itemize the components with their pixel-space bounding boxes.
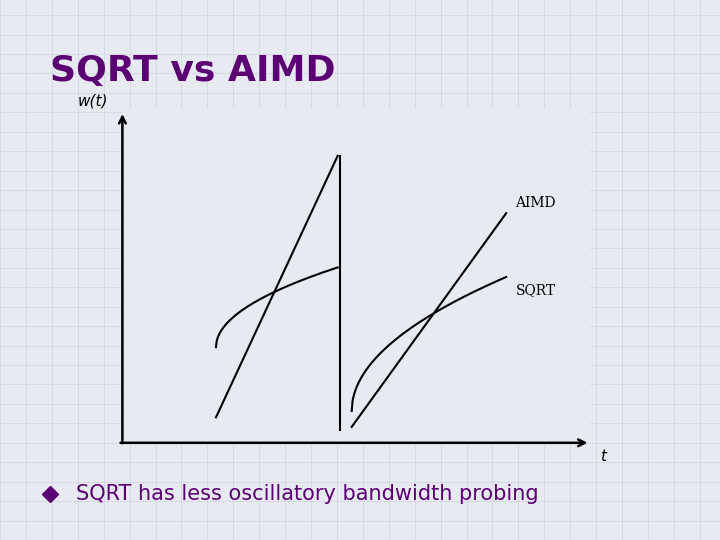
Text: t: t (600, 449, 606, 464)
Text: AIMD: AIMD (516, 196, 556, 210)
Text: SQRT: SQRT (516, 284, 556, 298)
Text: w(t): w(t) (78, 93, 108, 108)
Text: SQRT vs AIMD: SQRT vs AIMD (50, 54, 336, 88)
Text: SQRT has less oscillatory bandwidth probing: SQRT has less oscillatory bandwidth prob… (76, 484, 539, 504)
